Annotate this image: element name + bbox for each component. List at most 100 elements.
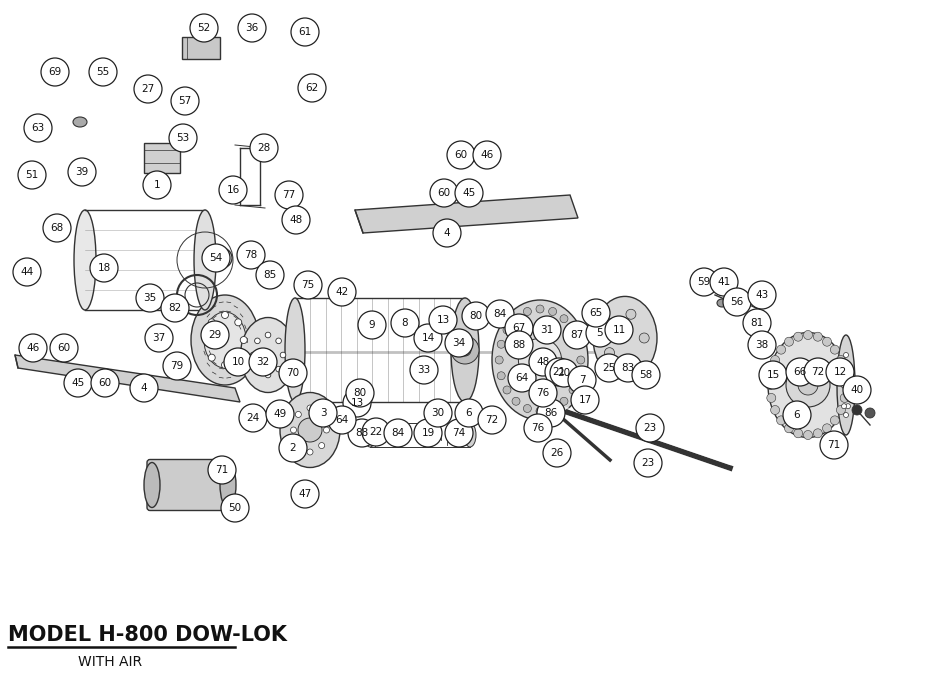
Circle shape: [256, 261, 284, 289]
Text: 49: 49: [273, 409, 286, 419]
Circle shape: [758, 361, 786, 389]
Circle shape: [428, 306, 456, 334]
Circle shape: [171, 87, 198, 115]
Circle shape: [249, 134, 278, 162]
FancyBboxPatch shape: [182, 37, 220, 59]
Ellipse shape: [194, 210, 216, 310]
Text: 11: 11: [612, 325, 625, 335]
Text: 76: 76: [531, 423, 544, 433]
Circle shape: [445, 419, 473, 447]
Circle shape: [512, 315, 519, 323]
Text: 42: 42: [335, 287, 349, 297]
Circle shape: [793, 429, 802, 438]
Circle shape: [839, 368, 848, 377]
Text: 74: 74: [451, 428, 465, 438]
Circle shape: [766, 368, 775, 377]
Circle shape: [202, 244, 230, 272]
Circle shape: [603, 348, 614, 358]
Circle shape: [41, 58, 69, 86]
Circle shape: [504, 331, 532, 359]
Ellipse shape: [285, 298, 305, 402]
Text: 41: 41: [717, 277, 730, 287]
Circle shape: [766, 394, 775, 402]
Ellipse shape: [240, 317, 295, 392]
Text: 51: 51: [25, 170, 39, 180]
Circle shape: [497, 340, 504, 348]
Text: 86: 86: [544, 408, 557, 418]
Circle shape: [512, 397, 519, 405]
Text: 45: 45: [462, 188, 476, 198]
Circle shape: [783, 337, 793, 346]
Text: 60: 60: [454, 150, 467, 160]
Circle shape: [821, 337, 831, 346]
Circle shape: [202, 336, 210, 343]
Circle shape: [169, 124, 197, 152]
Text: 45: 45: [71, 378, 84, 388]
Text: 54: 54: [210, 253, 222, 263]
Circle shape: [346, 379, 374, 407]
Circle shape: [235, 354, 242, 361]
Circle shape: [536, 305, 543, 313]
Text: 10: 10: [231, 357, 245, 367]
Circle shape: [843, 353, 847, 358]
Text: 18: 18: [97, 263, 110, 273]
Circle shape: [523, 308, 531, 315]
Text: 83: 83: [621, 363, 634, 373]
Ellipse shape: [191, 295, 259, 385]
Ellipse shape: [464, 423, 476, 447]
Text: 71: 71: [215, 465, 228, 475]
Circle shape: [477, 406, 505, 434]
Circle shape: [625, 357, 635, 367]
Circle shape: [291, 480, 319, 508]
Circle shape: [454, 399, 482, 427]
Circle shape: [585, 319, 614, 347]
Text: 35: 35: [143, 293, 157, 303]
Circle shape: [722, 288, 750, 316]
Circle shape: [275, 338, 281, 344]
Text: 29: 29: [209, 330, 222, 340]
Circle shape: [830, 345, 838, 354]
Text: 23: 23: [641, 458, 654, 468]
Text: 13: 13: [350, 398, 363, 408]
Circle shape: [410, 356, 438, 384]
Text: 32: 32: [256, 357, 270, 367]
Text: 82: 82: [168, 303, 182, 313]
Text: 60: 60: [57, 343, 70, 353]
Circle shape: [208, 319, 215, 326]
Text: 26: 26: [550, 448, 563, 458]
Text: 20: 20: [557, 368, 570, 378]
Ellipse shape: [592, 296, 656, 379]
Circle shape: [208, 354, 215, 361]
Text: 69: 69: [48, 67, 61, 77]
Circle shape: [324, 427, 329, 433]
Ellipse shape: [204, 312, 246, 368]
Text: 16: 16: [226, 185, 239, 195]
Text: 7: 7: [578, 375, 585, 385]
Text: 64: 64: [514, 373, 528, 383]
Circle shape: [64, 369, 92, 397]
Circle shape: [709, 268, 737, 296]
Circle shape: [841, 381, 849, 390]
Circle shape: [143, 171, 171, 199]
Circle shape: [298, 74, 325, 102]
Circle shape: [248, 348, 276, 376]
Circle shape: [830, 416, 838, 425]
Circle shape: [201, 321, 229, 349]
Circle shape: [495, 356, 502, 364]
Text: 70: 70: [286, 368, 299, 378]
Circle shape: [295, 443, 301, 449]
Text: 1: 1: [154, 180, 160, 190]
Circle shape: [504, 314, 532, 342]
Text: 85: 85: [263, 270, 276, 280]
Circle shape: [318, 411, 324, 417]
Circle shape: [518, 338, 561, 381]
Text: 58: 58: [639, 370, 652, 380]
Circle shape: [765, 381, 774, 390]
Text: 21: 21: [552, 367, 565, 377]
Text: 46: 46: [26, 343, 40, 353]
Circle shape: [348, 419, 375, 447]
Circle shape: [473, 141, 501, 169]
Circle shape: [265, 373, 271, 378]
Circle shape: [497, 372, 504, 380]
Circle shape: [413, 419, 441, 447]
